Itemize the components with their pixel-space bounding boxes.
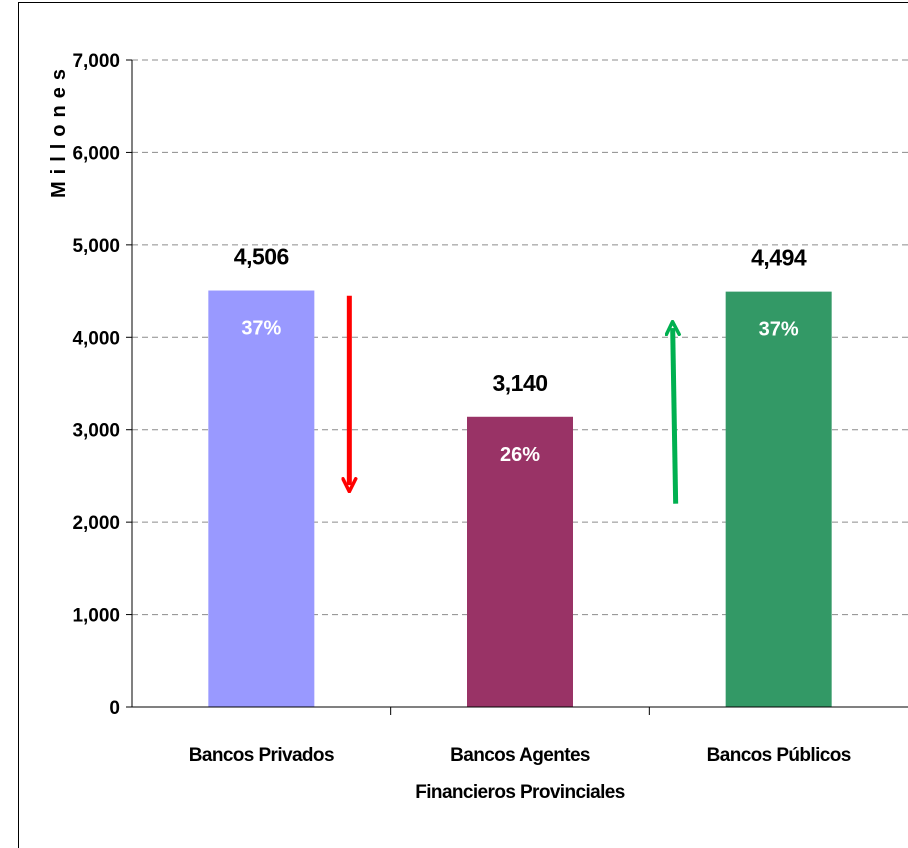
value-label: 4,506 [234,244,289,270]
up-arrow-icon [673,328,676,504]
category-label: Bancos Privados [189,745,334,766]
percent-label: 26% [500,444,540,466]
y-tick-label: 3,000 [72,421,120,442]
category-label: Bancos Agentes Financieros Provinciales [415,745,625,803]
y-tick-label: 4,000 [72,328,120,349]
y-tick-label: 7,000 [72,51,120,72]
category-label: Bancos Públicos [707,745,851,766]
bar [208,290,315,707]
y-tick-label: 5,000 [72,236,120,257]
percent-label: 37% [759,319,799,341]
value-label: 3,140 [492,370,547,396]
y-tick-label: 2,000 [72,513,120,534]
labels: 0 1,000 2,000 3,000 4,000 5,000 6,000 7,000 4,50… [72,51,851,803]
annotation-arrows [349,295,676,504]
bar [467,416,573,707]
axes [126,59,908,715]
bar [725,291,832,707]
y-axis-label: Millones [48,62,70,198]
y-tick-label: 1,000 [72,606,120,627]
y-tick-label: 0 [109,698,120,719]
y-tick-label: 6,000 [72,143,120,164]
percent-label: 37% [241,318,281,340]
bars [208,290,832,707]
value-label: 4,494 [751,245,807,271]
